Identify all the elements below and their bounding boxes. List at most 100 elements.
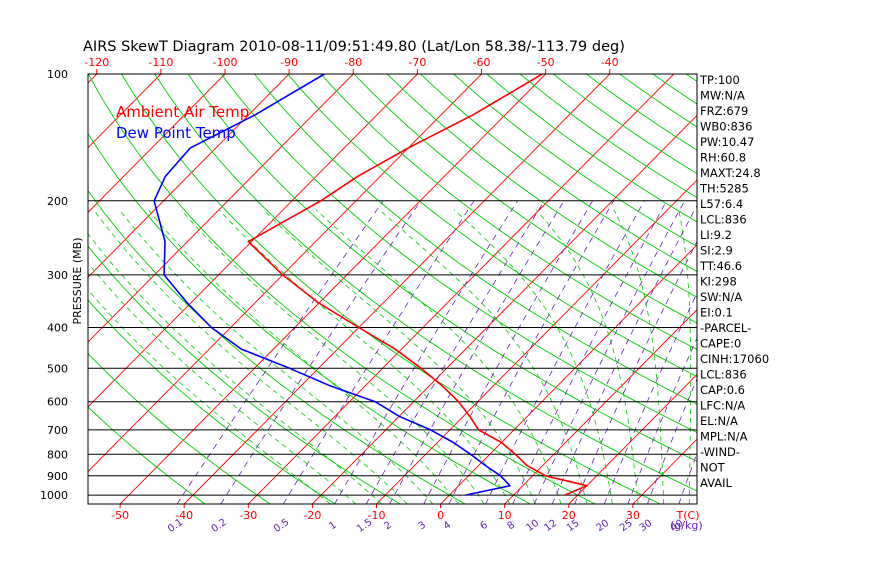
pressure-labels: 100 200 300 400 500 600 700 800 900 1000 xyxy=(40,68,68,502)
pressure-tick-label: 200 xyxy=(47,195,68,208)
index-label: MW:N/A xyxy=(700,89,745,103)
index-label: CINH:17060 xyxy=(700,352,769,366)
pressure-tick-label: 700 xyxy=(47,424,68,437)
index-label: CAPE:0 xyxy=(700,337,741,351)
top-tick-label: -60 xyxy=(473,56,491,69)
top-tick-label: -70 xyxy=(408,56,426,69)
pressure-tick-label: 400 xyxy=(47,322,68,335)
index-label: -WIND- xyxy=(700,445,740,459)
mixing-ratio-label: 12 xyxy=(542,518,559,534)
bottom-tick-label: -30 xyxy=(239,509,257,522)
top-tick-label: -40 xyxy=(601,56,619,69)
mixing-ratio-label: 0.2 xyxy=(210,517,229,535)
mixing-ratio-line xyxy=(335,201,518,504)
mixing-ratio-label: 0.5 xyxy=(272,517,291,535)
dry-adiabat-line xyxy=(255,74,870,504)
dry-adiabat-line xyxy=(421,74,870,504)
bottom-tick-label: -20 xyxy=(303,509,321,522)
index-label: LI:9.2 xyxy=(700,228,732,242)
index-label: MPL:N/A xyxy=(700,430,748,444)
dry-adiabat-line xyxy=(520,74,870,504)
index-label: TT:46.6 xyxy=(699,259,742,273)
mixing-ratio-line xyxy=(449,201,614,504)
isotherm-line xyxy=(0,74,33,504)
index-label: -PARCEL- xyxy=(700,321,751,335)
isotherm-line xyxy=(184,74,610,504)
index-label: WB0:836 xyxy=(700,120,752,134)
pressure-tick-label: 600 xyxy=(47,396,68,409)
top-tick-label: -90 xyxy=(280,56,298,69)
top-temp-ticks: -120 -110 -100 -90 -80 -70 -60 -50 -40 xyxy=(84,56,618,74)
top-tick-label: -50 xyxy=(537,56,555,69)
index-label: MAXT:24.8 xyxy=(700,166,761,180)
legend-entry: Dew Point Temp xyxy=(116,124,236,142)
mixing-ratio-label: 3 xyxy=(417,520,429,533)
dry-adiabat-line xyxy=(387,74,870,504)
mixing-ratio-label: 30 xyxy=(638,518,655,534)
dry-adiabat-line xyxy=(852,74,870,504)
index-label: KI:298 xyxy=(700,275,737,289)
mixing-ratio-line xyxy=(513,201,667,504)
mixing-ratio-label: 6 xyxy=(478,520,490,533)
dry-adiabat-line xyxy=(819,74,870,504)
dry-adiabat-line xyxy=(653,74,870,504)
mixing-ratio-label: 8 xyxy=(506,520,518,533)
isotherm-line xyxy=(312,74,738,504)
y-axis-label: PRESSURE (MB) xyxy=(71,238,84,325)
dry-adiabat-line xyxy=(221,74,855,504)
moist-adiabat-line xyxy=(316,210,561,504)
pressure-tick-label: 800 xyxy=(47,448,68,461)
index-label: EI:0.1 xyxy=(700,306,733,320)
index-label: SI:2.9 xyxy=(700,244,733,258)
pressure-tick-label: 100 xyxy=(47,68,68,81)
index-label: RH:60.8 xyxy=(700,151,746,165)
moist-adiabat-line xyxy=(119,210,433,504)
dry-adiabat-line xyxy=(786,74,870,504)
top-tick-label: -120 xyxy=(84,56,109,69)
isotherm-line xyxy=(761,74,870,504)
pressure-tick-label: 300 xyxy=(47,269,68,282)
index-label: TH:5285 xyxy=(699,182,749,196)
moist-adiabat-line xyxy=(94,210,408,504)
bottom-tick-label: -50 xyxy=(111,509,129,522)
pressure-tick-label: 900 xyxy=(47,470,68,483)
legend-entry: Ambient Air Temp xyxy=(116,103,249,121)
dry-adiabat-line xyxy=(454,74,870,504)
index-label: CAP:0.6 xyxy=(700,383,745,397)
index-label: TP:100 xyxy=(699,73,740,87)
index-label: LCL:836 xyxy=(700,213,747,227)
index-label: PW:10.47 xyxy=(700,135,754,149)
index-label: NOT xyxy=(700,461,726,475)
dry-adiabat-line xyxy=(354,74,870,504)
bottom-tick-label: 0 xyxy=(437,509,444,522)
index-label: FRZ:679 xyxy=(700,104,748,118)
mixing-ratio-unit: (g/kg) xyxy=(670,519,703,532)
index-label: SW:N/A xyxy=(700,290,742,304)
index-label: AVAIL xyxy=(700,476,733,490)
mixing-ratio-label: 1 xyxy=(327,520,339,533)
pressure-tick-label: 1000 xyxy=(40,489,68,502)
dry-adiabat-line xyxy=(753,74,870,504)
index-label: EL:N/A xyxy=(700,414,738,428)
index-label: L57:6.4 xyxy=(700,197,743,211)
mixing-ratio-label: 20 xyxy=(594,518,611,534)
mixing-ratio-label: 10 xyxy=(524,518,541,534)
isotherm-line xyxy=(505,74,870,504)
pressure-tick-label: 500 xyxy=(47,362,68,375)
index-label: LCL:836 xyxy=(700,368,747,382)
top-tick-label: -110 xyxy=(148,56,173,69)
mixing-ratio-label: 4 xyxy=(442,520,454,533)
isotherm-line xyxy=(825,74,870,504)
mixing-ratio-line xyxy=(177,201,383,504)
legend: Ambient Air Temp Dew Point Temp xyxy=(116,103,249,142)
index-label: LFC:N/A xyxy=(700,399,745,413)
top-tick-label: -80 xyxy=(344,56,362,69)
dry-adiabat-line xyxy=(288,74,870,504)
top-tick-label: -100 xyxy=(213,56,238,69)
moist-adiabat-line xyxy=(263,210,535,504)
mixing-ratio-label: 2 xyxy=(382,520,394,533)
